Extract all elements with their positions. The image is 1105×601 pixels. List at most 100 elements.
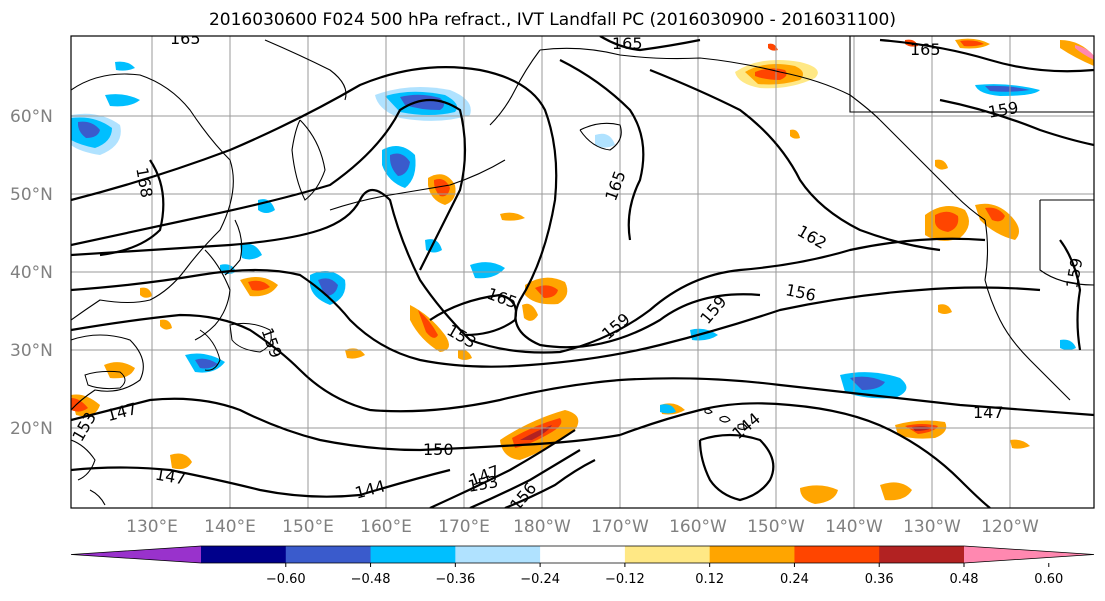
anomaly-patch: [105, 94, 140, 107]
lon-label: 150°W: [747, 517, 805, 537]
coastlines: [71, 36, 1094, 506]
colorbar-segment: [455, 546, 541, 563]
anomaly-patch: [935, 159, 948, 170]
lon-label: 150°E: [282, 517, 334, 537]
lon-label: 140°E: [204, 517, 256, 537]
lon-label: 120°W: [981, 517, 1039, 537]
anomaly-patch: [938, 304, 952, 314]
contour-line: [504, 459, 596, 508]
colorbar-tick-label: −0.36: [435, 572, 475, 587]
colorbar-tick-label: −0.48: [351, 572, 391, 587]
anomaly-patch: [880, 482, 912, 501]
colorbar-tick-label: 0.12: [695, 572, 724, 587]
anomaly-patch: [104, 362, 135, 379]
map-frame: [70, 35, 1095, 509]
contour-line: [71, 188, 986, 354]
colorbar-segment: [709, 546, 795, 563]
anomaly-patch: [535, 285, 558, 298]
colorbar-tick-label: −0.12: [605, 572, 645, 587]
colorbar: −0.60 −0.48 −0.36 −0.24 −0.12 0.12 0.24 0.36 0.4…: [70, 545, 1095, 587]
anomaly-patch: [434, 179, 450, 197]
colorbar-segment: [540, 546, 626, 563]
anomaly-patch: [318, 278, 338, 296]
anomaly-patch: [240, 243, 262, 260]
map-title: 2016030600 F024 500 hPa refract., IVT La…: [208, 10, 896, 30]
anomaly-patch: [960, 40, 984, 47]
lon-label: 180°W: [513, 517, 571, 537]
contour-label: 165: [170, 29, 201, 48]
contour-line: [649, 68, 941, 252]
contour-label: 165: [910, 40, 941, 59]
lon-label: 140°W: [825, 517, 883, 537]
colorbar-tick-label: −0.60: [266, 572, 306, 587]
anomaly-patch: [470, 262, 505, 279]
anomaly-patch: [195, 358, 218, 369]
contour-line: [71, 397, 621, 452]
anomaly-patch: [522, 303, 538, 321]
lon-label: 130°W: [903, 517, 961, 537]
anomaly-patch: [71, 398, 88, 412]
colorbar-segment: [201, 546, 287, 563]
anomaly-patch: [160, 319, 172, 330]
colorbar-outline: [70, 545, 1095, 564]
lat-label-20: 20°N: [10, 419, 53, 439]
lat-label-30: 30°N: [10, 341, 53, 361]
contour-line: [71, 99, 467, 271]
anomaly-patch: [935, 211, 959, 232]
anomaly-patch: [912, 426, 932, 431]
contour-line: [71, 313, 1094, 417]
anomaly-patch: [115, 61, 135, 71]
colorbar-tick-label: 0.60: [1034, 572, 1063, 587]
lat-label-40: 40°N: [10, 263, 53, 283]
contour-label: 165: [612, 34, 643, 53]
lon-label: 160°W: [669, 517, 727, 537]
contour-line: [71, 466, 451, 498]
contour-line: [619, 402, 991, 508]
colorbar-segment: [794, 546, 880, 563]
anomaly-patch: [1075, 45, 1094, 60]
lon-label: 170°E: [438, 517, 490, 537]
anomaly-patch: [850, 376, 885, 390]
contour-line: [599, 36, 701, 52]
anomaly-patch: [390, 153, 410, 176]
lon-label: 160°E: [360, 517, 412, 537]
anomaly-patch: [248, 280, 270, 291]
anomaly-patch: [458, 349, 472, 360]
lat-label-60: 60°N: [10, 107, 53, 127]
contour-line: [559, 59, 645, 241]
anomaly-patch: [975, 203, 1019, 240]
anomaly-patch: [400, 94, 444, 110]
contour-label: 150: [423, 440, 454, 459]
lon-label: 170°W: [591, 517, 649, 537]
anomaly-patch: [500, 212, 525, 221]
latitude-labels: 60°N 50°N 40°N 30°N 20°N: [10, 107, 53, 439]
lat-label-50: 50°N: [10, 185, 53, 205]
colorbar-segment: [370, 546, 456, 563]
colorbar-segment: [624, 546, 711, 563]
height-contours: [71, 36, 1094, 508]
anomaly-patch: [520, 425, 552, 440]
colorbar-tick-label: 0.48: [950, 572, 979, 587]
colorbar-segment: [879, 546, 965, 563]
contour-line: [429, 429, 576, 508]
colorbar-extend-high: [964, 546, 1094, 563]
anomaly-patch: [800, 485, 838, 504]
contour-line: [429, 293, 518, 337]
contour-line: [879, 38, 1094, 73]
anomaly-patch: [1060, 40, 1094, 66]
anomaly-patch: [345, 348, 365, 359]
contour-line: [1059, 239, 1082, 351]
contour-line: [469, 449, 581, 508]
contour-label: 147: [973, 403, 1004, 422]
anomaly-patch: [170, 453, 192, 470]
thin-contours: [84, 322, 272, 390]
anomaly-patch: [985, 207, 1005, 222]
anomaly-patch: [660, 404, 676, 414]
anomaly-patch: [418, 310, 438, 338]
lon-label: 130°E: [126, 517, 178, 537]
contour-line: [99, 159, 165, 257]
anomaly-patch: [1060, 339, 1076, 350]
anomaly-patch: [790, 129, 800, 139]
contour-line: [698, 433, 775, 502]
